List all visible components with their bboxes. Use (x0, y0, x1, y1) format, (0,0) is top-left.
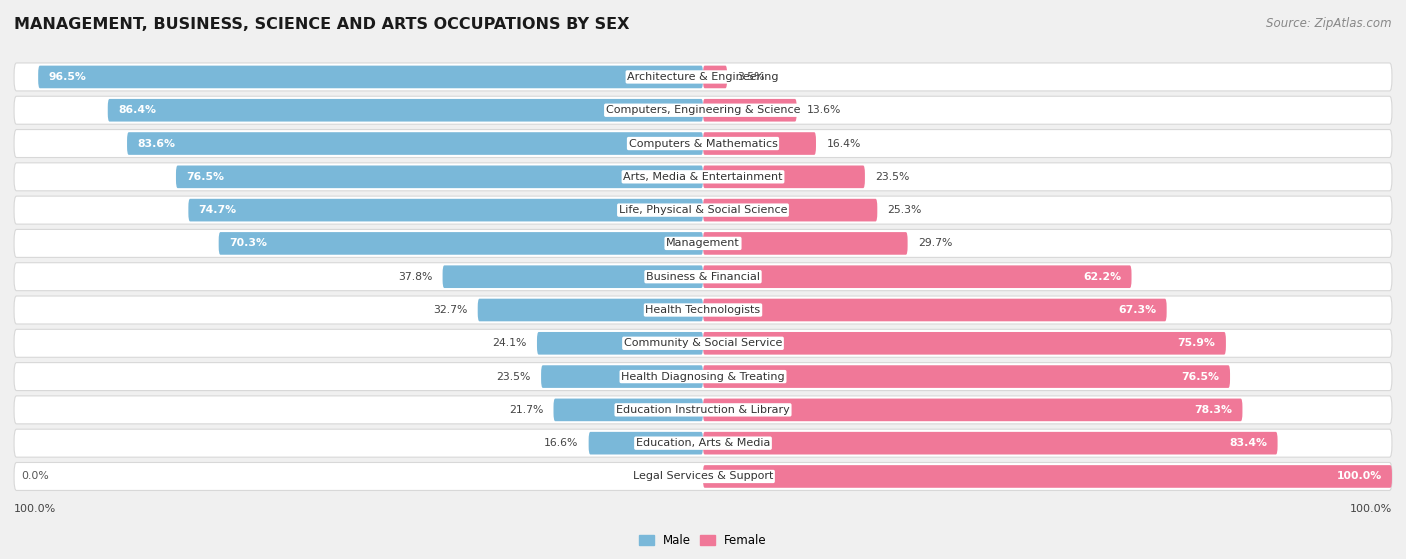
FancyBboxPatch shape (14, 363, 1392, 391)
Text: Education Instruction & Library: Education Instruction & Library (616, 405, 790, 415)
Text: 32.7%: 32.7% (433, 305, 467, 315)
FancyBboxPatch shape (703, 232, 908, 255)
FancyBboxPatch shape (14, 130, 1392, 158)
Text: 96.5%: 96.5% (48, 72, 86, 82)
FancyBboxPatch shape (14, 96, 1392, 124)
FancyBboxPatch shape (703, 432, 1278, 454)
FancyBboxPatch shape (589, 432, 703, 454)
Text: 76.5%: 76.5% (1181, 372, 1219, 382)
Text: 0.0%: 0.0% (21, 471, 49, 481)
Text: Health Diagnosing & Treating: Health Diagnosing & Treating (621, 372, 785, 382)
FancyBboxPatch shape (703, 465, 1392, 488)
Text: 83.4%: 83.4% (1229, 438, 1267, 448)
FancyBboxPatch shape (14, 296, 1392, 324)
Legend: Male, Female: Male, Female (634, 529, 772, 552)
Text: 23.5%: 23.5% (496, 372, 531, 382)
Text: Education, Arts & Media: Education, Arts & Media (636, 438, 770, 448)
Text: 100.0%: 100.0% (1350, 504, 1392, 514)
Text: 86.4%: 86.4% (118, 105, 156, 115)
FancyBboxPatch shape (554, 399, 703, 421)
Text: 3.5%: 3.5% (738, 72, 765, 82)
Text: 24.1%: 24.1% (492, 338, 527, 348)
FancyBboxPatch shape (14, 229, 1392, 257)
FancyBboxPatch shape (14, 429, 1392, 457)
Text: 13.6%: 13.6% (807, 105, 841, 115)
FancyBboxPatch shape (108, 99, 703, 121)
Text: 16.6%: 16.6% (544, 438, 578, 448)
Text: Arts, Media & Entertainment: Arts, Media & Entertainment (623, 172, 783, 182)
Text: 75.9%: 75.9% (1178, 338, 1216, 348)
Text: Legal Services & Support: Legal Services & Support (633, 471, 773, 481)
Text: 100.0%: 100.0% (14, 504, 56, 514)
FancyBboxPatch shape (541, 365, 703, 388)
Text: 62.2%: 62.2% (1083, 272, 1121, 282)
FancyBboxPatch shape (703, 365, 1230, 388)
Text: Management: Management (666, 238, 740, 248)
FancyBboxPatch shape (14, 263, 1392, 291)
Text: Community & Social Service: Community & Social Service (624, 338, 782, 348)
Text: 78.3%: 78.3% (1194, 405, 1232, 415)
FancyBboxPatch shape (127, 132, 703, 155)
Text: 25.3%: 25.3% (887, 205, 922, 215)
FancyBboxPatch shape (443, 266, 703, 288)
Text: Business & Financial: Business & Financial (645, 272, 761, 282)
Text: Life, Physical & Social Science: Life, Physical & Social Science (619, 205, 787, 215)
FancyBboxPatch shape (703, 199, 877, 221)
Text: Health Technologists: Health Technologists (645, 305, 761, 315)
FancyBboxPatch shape (176, 165, 703, 188)
Text: 83.6%: 83.6% (138, 139, 176, 149)
FancyBboxPatch shape (703, 132, 815, 155)
FancyBboxPatch shape (38, 65, 703, 88)
FancyBboxPatch shape (537, 332, 703, 354)
FancyBboxPatch shape (14, 329, 1392, 357)
Text: 67.3%: 67.3% (1118, 305, 1156, 315)
FancyBboxPatch shape (188, 199, 703, 221)
Text: 37.8%: 37.8% (398, 272, 432, 282)
FancyBboxPatch shape (703, 165, 865, 188)
FancyBboxPatch shape (703, 399, 1243, 421)
Text: 21.7%: 21.7% (509, 405, 543, 415)
FancyBboxPatch shape (478, 299, 703, 321)
Text: 29.7%: 29.7% (918, 238, 952, 248)
FancyBboxPatch shape (14, 396, 1392, 424)
Text: 100.0%: 100.0% (1336, 471, 1382, 481)
Text: MANAGEMENT, BUSINESS, SCIENCE AND ARTS OCCUPATIONS BY SEX: MANAGEMENT, BUSINESS, SCIENCE AND ARTS O… (14, 17, 630, 32)
FancyBboxPatch shape (703, 332, 1226, 354)
Text: Source: ZipAtlas.com: Source: ZipAtlas.com (1267, 17, 1392, 30)
Text: Computers & Mathematics: Computers & Mathematics (628, 139, 778, 149)
Text: 23.5%: 23.5% (875, 172, 910, 182)
FancyBboxPatch shape (14, 196, 1392, 224)
Text: Computers, Engineering & Science: Computers, Engineering & Science (606, 105, 800, 115)
FancyBboxPatch shape (703, 99, 797, 121)
FancyBboxPatch shape (703, 266, 1132, 288)
Text: 74.7%: 74.7% (198, 205, 236, 215)
FancyBboxPatch shape (14, 462, 1392, 490)
FancyBboxPatch shape (703, 299, 1167, 321)
FancyBboxPatch shape (219, 232, 703, 255)
FancyBboxPatch shape (14, 63, 1392, 91)
FancyBboxPatch shape (703, 65, 727, 88)
Text: 70.3%: 70.3% (229, 238, 267, 248)
Text: Architecture & Engineering: Architecture & Engineering (627, 72, 779, 82)
FancyBboxPatch shape (14, 163, 1392, 191)
Text: 16.4%: 16.4% (827, 139, 860, 149)
Text: 76.5%: 76.5% (186, 172, 225, 182)
